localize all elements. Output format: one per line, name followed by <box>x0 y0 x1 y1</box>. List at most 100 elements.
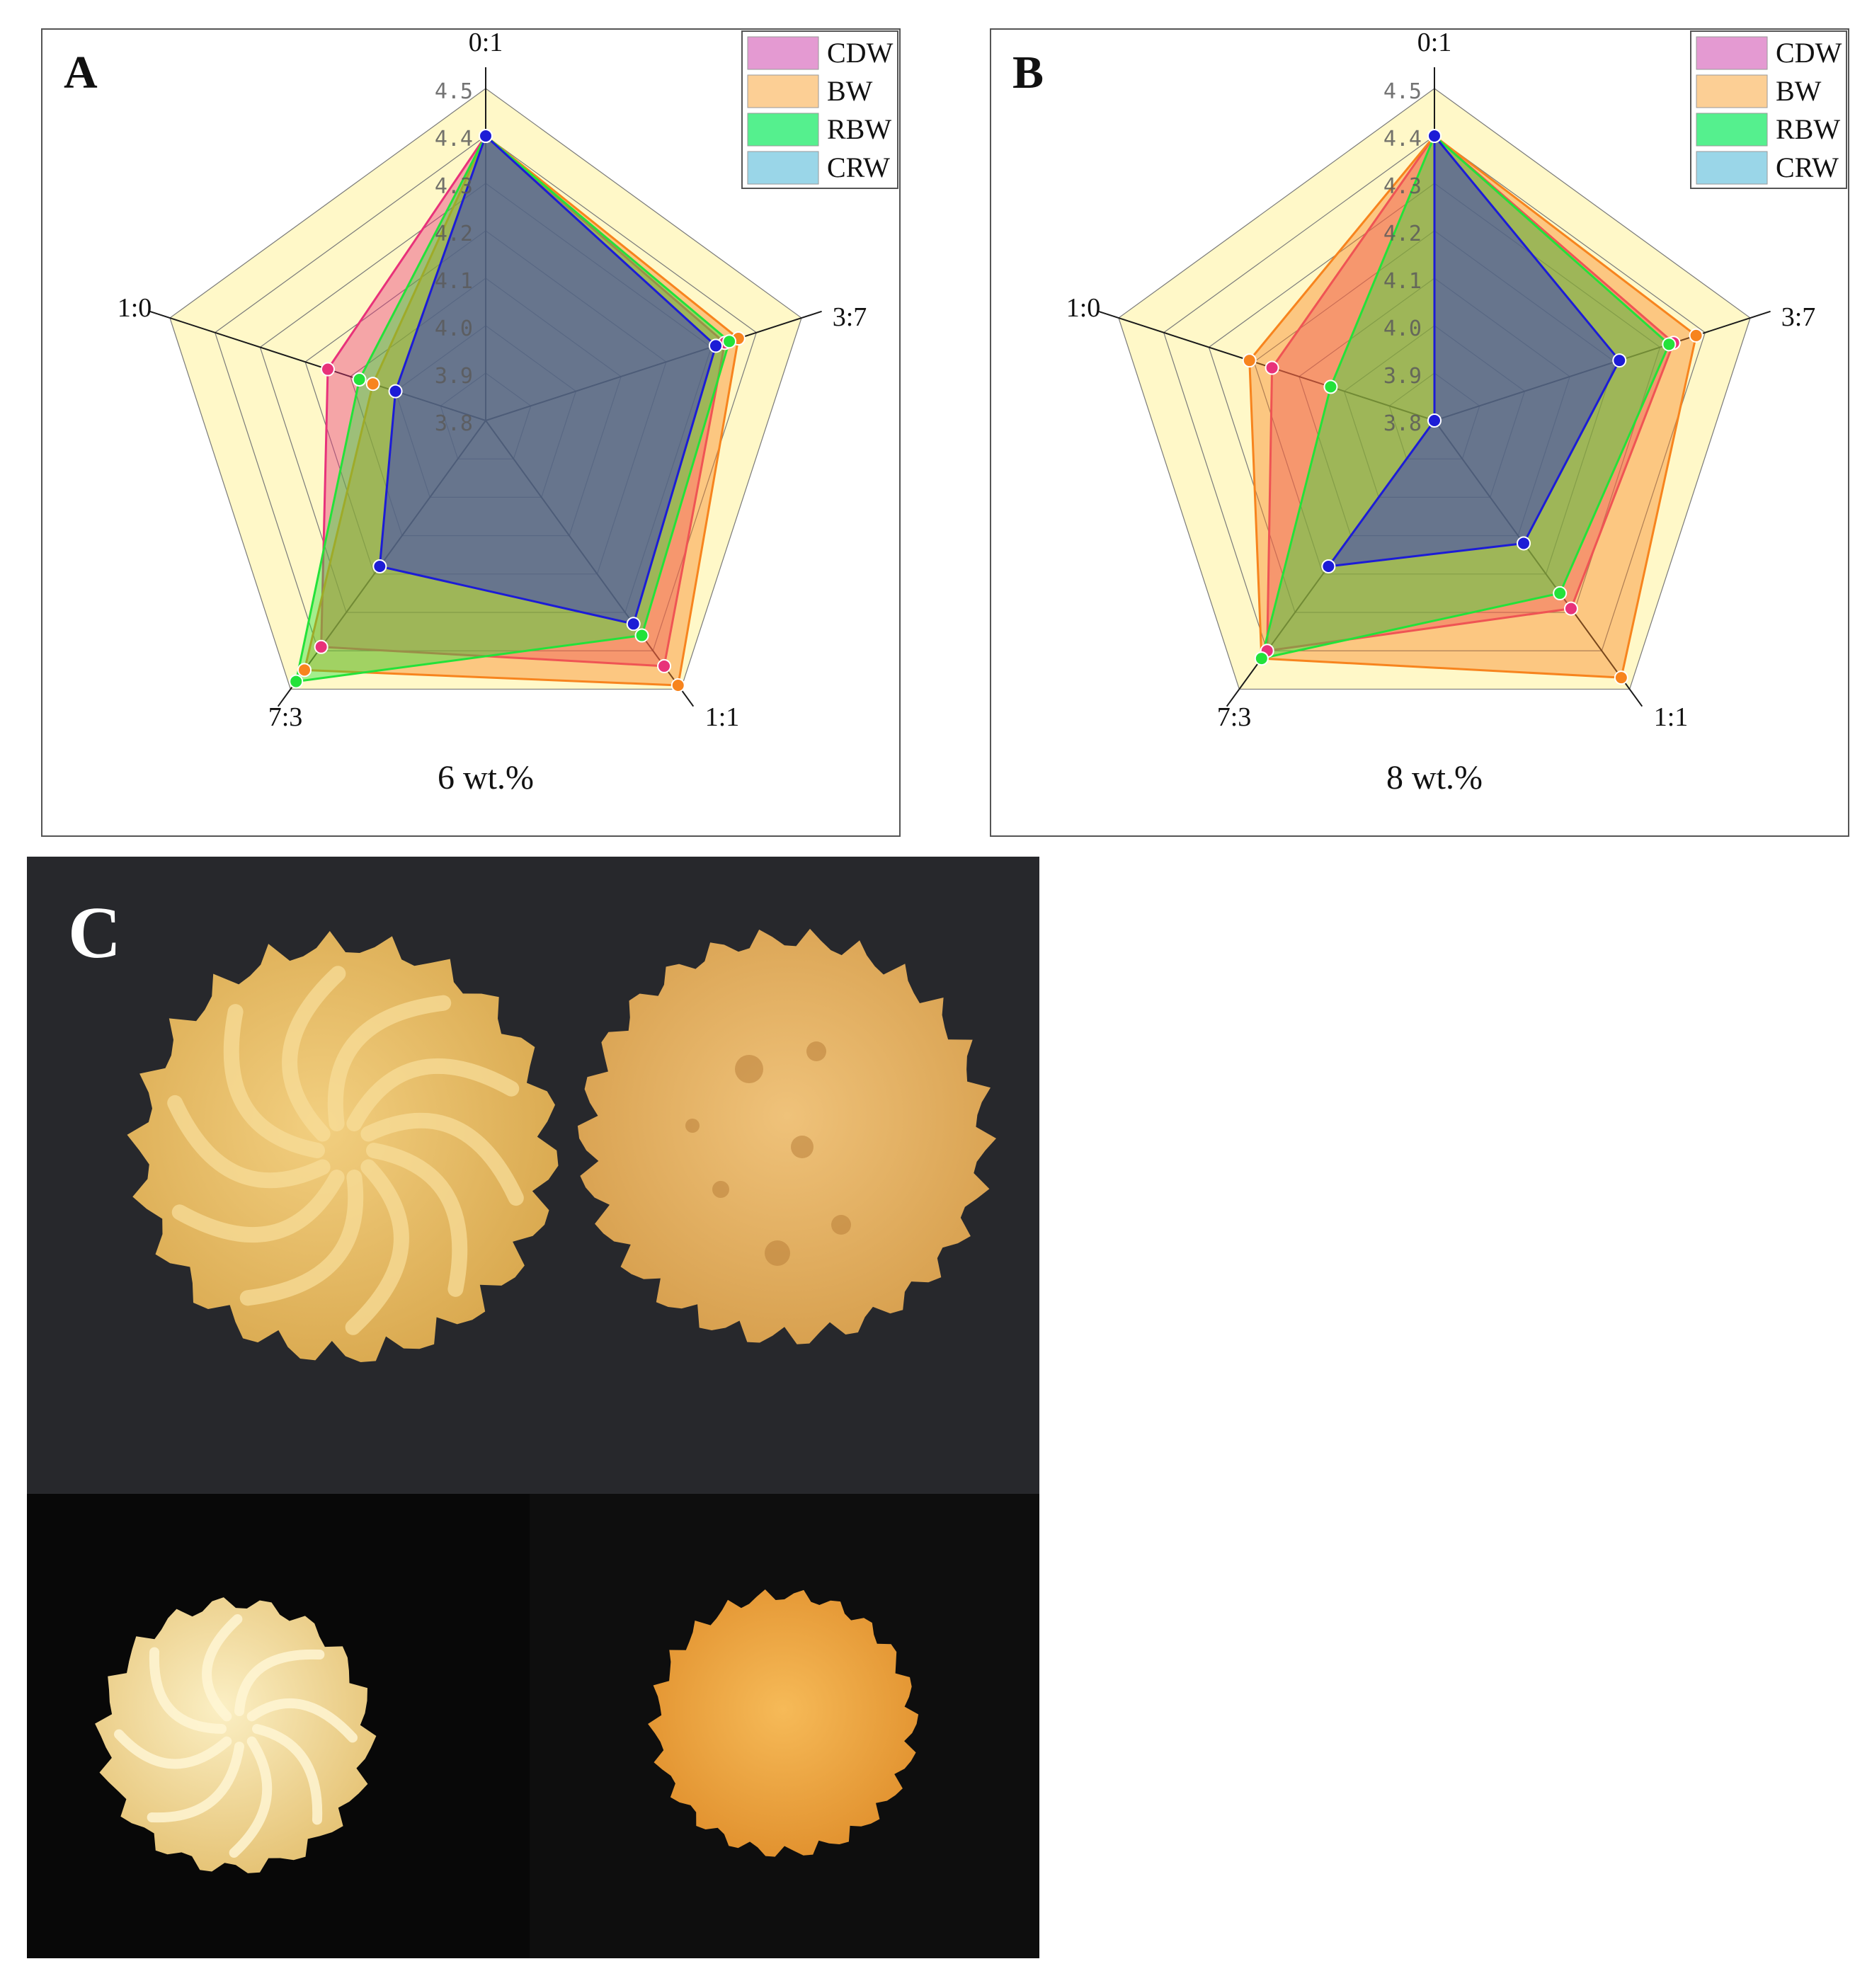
radar-grid-ring <box>304 230 667 575</box>
series-area-crw <box>378 135 717 625</box>
data-point-bw <box>365 377 380 392</box>
radar-grid-ring <box>214 135 758 651</box>
data-point-rbw <box>1254 651 1269 666</box>
cookie-swirl-ridge <box>167 1095 331 1189</box>
radar-grid-ring <box>440 372 532 459</box>
legend-swatch-cdw <box>1696 36 1768 70</box>
radial-tick-label: 4.4 <box>435 127 473 152</box>
radial-tick-label: 4.5 <box>1383 79 1422 104</box>
cookie-swirl-ridge <box>345 1159 409 1335</box>
data-point-rbw <box>1662 337 1677 352</box>
cookie-pore <box>765 1240 790 1266</box>
axis-label: 0:1 <box>1417 30 1452 57</box>
cookie-pore <box>791 1136 814 1158</box>
legend-label-bw: BW <box>827 75 873 107</box>
cookie-swirl-ridge <box>202 1614 243 1722</box>
legend-swatch-bw <box>747 74 819 108</box>
cookie-bottom-left <box>95 1597 377 1873</box>
legend-swatch-crw <box>747 151 819 185</box>
radial-tick-label: 4.1 <box>435 269 473 294</box>
cookie-swirl-ridge <box>246 1698 358 1743</box>
radar-axis-extension <box>801 310 822 319</box>
radar-axis-extension <box>1750 310 1771 319</box>
radial-tick-label: 4.0 <box>435 316 473 341</box>
legend-label-rbw: RBW <box>1776 113 1840 145</box>
series-area-cdw <box>1266 135 1675 652</box>
axis-labels: 0:1 3:7 1:1 7:3 1:0 <box>1066 30 1816 732</box>
legend-swatch-rbw <box>1696 113 1768 147</box>
radial-tick-label: 4.3 <box>1383 174 1422 199</box>
panel-label: A <box>64 47 98 98</box>
radial-tick-label: 4.3 <box>435 174 473 199</box>
data-point-crw <box>1427 129 1442 143</box>
legend-label-bw: BW <box>1776 75 1822 107</box>
radar-grid-ring <box>1253 230 1616 575</box>
data-point-rbw <box>352 372 367 387</box>
data-point-crw <box>1517 536 1531 551</box>
data-point-rbw <box>289 674 304 689</box>
radar-chart-b: 3.8 3.9 4.0 4.1 4.2 4.3 4.4 4.5 0:1 3:7 1:1 7:3 1:0 8… <box>1012 30 1847 796</box>
radar-axis-line <box>1434 420 1631 690</box>
data-point-bw <box>297 663 312 678</box>
legend: CDW BW RBW CRW <box>1690 30 1847 189</box>
data-point-rbw <box>634 628 649 643</box>
data-point-rbw <box>1323 379 1338 394</box>
data-point-cdw <box>320 362 335 377</box>
radar-grid-ring <box>1118 88 1751 690</box>
data-point-bw <box>1614 670 1628 685</box>
radial-tick-labels: 3.8 3.9 4.0 4.1 4.2 4.3 4.4 4.5 <box>1383 79 1422 436</box>
radar-grid-ring <box>1299 278 1570 537</box>
legend-label-rbw: RBW <box>827 113 891 145</box>
chart-subtitle: 6 wt.% <box>438 759 534 796</box>
cookie-swirl-ridge <box>171 1170 345 1243</box>
radar-panel-a: 3.8 3.9 4.0 4.1 4.2 4.3 4.4 4.5 0:1 3:7 1:1 7:3 1:0 6… <box>41 28 901 837</box>
data-point-crw <box>1321 559 1336 573</box>
radar-grid-ring <box>1388 372 1480 459</box>
data-point-cdw <box>1563 601 1578 616</box>
series-area-crw <box>1327 135 1621 568</box>
data-point-crw <box>1612 353 1627 368</box>
data-point-cdw <box>1265 360 1279 375</box>
cookie-swirl-ridge <box>360 1112 524 1206</box>
cookie-swirl-ridge <box>229 1736 273 1858</box>
cookie-swirl-ridge <box>147 1742 244 1823</box>
legend-swatch-rbw <box>747 113 819 147</box>
legend-swatch-crw <box>1696 151 1768 185</box>
data-point-bw <box>670 678 685 693</box>
data-point-crw <box>372 559 387 573</box>
data-point-rbw <box>1553 585 1568 600</box>
cookie-pore <box>831 1215 851 1235</box>
series-area-rbw <box>295 135 731 683</box>
data-point-cdw <box>314 639 329 654</box>
axis-label: 1:1 <box>705 702 740 732</box>
axis-label: 3:7 <box>833 302 867 332</box>
radar-axis-extension <box>1226 688 1240 707</box>
radar-grid-ring <box>259 183 712 613</box>
axis-label: 1:0 <box>118 293 152 323</box>
radial-tick-label: 4.0 <box>1383 316 1422 341</box>
axis-label: 3:7 <box>1781 302 1816 332</box>
cookie-pore <box>806 1041 826 1061</box>
radar-grid-ring <box>169 88 802 690</box>
panel-label: B <box>1012 47 1044 98</box>
cookie-swirl-ridge <box>366 1143 468 1297</box>
radar-grid-ring <box>1343 325 1526 498</box>
data-point-rbw <box>722 334 737 349</box>
data-point-crw <box>479 129 493 143</box>
data-point-cdw <box>657 658 672 673</box>
radial-tick-label: 3.9 <box>435 364 473 389</box>
axis-label: 7:3 <box>268 702 303 732</box>
data-point-bw <box>1242 353 1257 368</box>
radar-series <box>289 129 746 693</box>
radar-chart-a: 3.8 3.9 4.0 4.1 4.2 4.3 4.4 4.5 0:1 3:7 1:1 7:3 1:0 6… <box>64 30 898 796</box>
radar-series <box>1242 129 1703 685</box>
radar-axis-extension <box>680 688 695 707</box>
radar-grid-ring <box>1163 135 1706 651</box>
legend-swatch-bw <box>1696 74 1768 108</box>
cookie-pore <box>685 1119 700 1133</box>
radar-grid-ring <box>394 325 577 498</box>
radial-tick-label: 3.8 <box>1383 411 1422 436</box>
legend-swatch-cdw <box>747 36 819 70</box>
radial-tick-label: 3.8 <box>435 411 473 436</box>
cookie-top-right <box>577 928 996 1344</box>
